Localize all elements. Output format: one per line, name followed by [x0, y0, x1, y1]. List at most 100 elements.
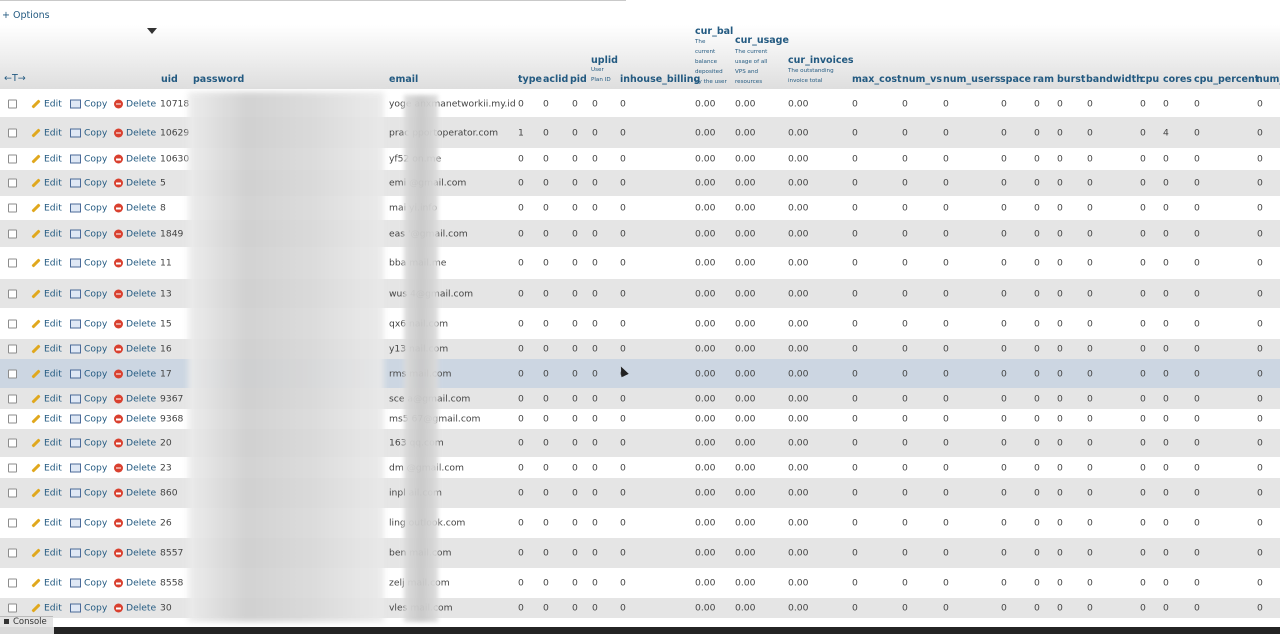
header-num-users[interactable]: num_users: [943, 74, 1001, 85]
header-bandwidth[interactable]: bandwidth: [1086, 74, 1143, 85]
edit-button[interactable]: Edit: [31, 344, 62, 355]
row-checkbox[interactable]: [8, 289, 17, 298]
row-checkbox[interactable]: [8, 258, 17, 268]
copy-button[interactable]: Copy: [70, 462, 107, 473]
row-checkbox[interactable]: [8, 99, 17, 108]
row-checkbox[interactable]: [8, 203, 17, 213]
delete-button[interactable]: Delete: [114, 414, 156, 425]
copy-button[interactable]: Copy: [70, 178, 107, 189]
delete-button[interactable]: Delete: [114, 288, 156, 299]
delete-button[interactable]: Delete: [114, 578, 156, 589]
edit-button[interactable]: Edit: [31, 318, 62, 329]
header-type[interactable]: type: [518, 74, 542, 85]
copy-button[interactable]: Copy: [70, 98, 107, 109]
delete-button[interactable]: Delete: [114, 603, 156, 614]
header-num-vs[interactable]: num_vs: [902, 74, 943, 85]
header-aclid[interactable]: aclid: [543, 74, 569, 85]
delete-button[interactable]: Delete: [114, 438, 156, 449]
header-cur-invoices[interactable]: cur_invoices: [788, 55, 854, 66]
edit-button[interactable]: Edit: [31, 288, 62, 299]
header-cpu[interactable]: cpu: [1140, 74, 1160, 85]
header-inhouse-billing[interactable]: inhouse_billing: [620, 74, 701, 85]
copy-button[interactable]: Copy: [70, 518, 107, 529]
sort-dropdown-arrow-icon[interactable]: [147, 28, 157, 34]
header-burst[interactable]: burst: [1057, 74, 1086, 85]
delete-button[interactable]: Delete: [114, 393, 156, 404]
delete-button[interactable]: Delete: [114, 178, 156, 189]
header-num-truncated[interactable]: num_: [1256, 74, 1280, 85]
copy-button[interactable]: Copy: [70, 578, 107, 589]
delete-button[interactable]: Delete: [114, 462, 156, 473]
edit-button[interactable]: Edit: [31, 548, 62, 559]
copy-button[interactable]: Copy: [70, 344, 107, 355]
row-checkbox[interactable]: [8, 394, 17, 403]
row-checkbox[interactable]: [8, 438, 17, 448]
edit-button[interactable]: Edit: [31, 603, 62, 614]
copy-button[interactable]: Copy: [70, 393, 107, 404]
header-max-cost[interactable]: max_cost: [852, 74, 902, 85]
row-checkbox[interactable]: [8, 463, 17, 472]
copy-button[interactable]: Copy: [70, 127, 107, 138]
row-checkbox[interactable]: [8, 488, 17, 498]
header-cur-usage[interactable]: cur_usage: [735, 35, 789, 46]
copy-button[interactable]: Copy: [70, 414, 107, 425]
delete-button[interactable]: Delete: [114, 127, 156, 138]
copy-button[interactable]: Copy: [70, 154, 107, 165]
edit-button[interactable]: Edit: [31, 438, 62, 449]
copy-button[interactable]: Copy: [70, 318, 107, 329]
console-tab[interactable]: Console: [0, 616, 53, 628]
edit-button[interactable]: Edit: [31, 393, 62, 404]
copy-button[interactable]: Copy: [70, 288, 107, 299]
edit-button[interactable]: Edit: [31, 203, 62, 214]
row-checkbox[interactable]: [8, 154, 17, 164]
copy-button[interactable]: Copy: [70, 368, 107, 379]
header-space[interactable]: space: [1000, 74, 1031, 85]
row-checkbox[interactable]: [8, 518, 17, 528]
delete-button[interactable]: Delete: [114, 98, 156, 109]
edit-button[interactable]: Edit: [31, 462, 62, 473]
row-checkbox[interactable]: [8, 178, 17, 188]
copy-button[interactable]: Copy: [70, 228, 107, 239]
delete-button[interactable]: Delete: [114, 154, 156, 165]
row-checkbox[interactable]: [8, 369, 17, 378]
row-checkbox[interactable]: [8, 229, 17, 238]
delete-button[interactable]: Delete: [114, 368, 156, 379]
copy-button[interactable]: Copy: [70, 488, 107, 499]
header-uplid[interactable]: uplid: [591, 55, 618, 66]
delete-button[interactable]: Delete: [114, 258, 156, 269]
delete-button[interactable]: Delete: [114, 548, 156, 559]
delete-button[interactable]: Delete: [114, 228, 156, 239]
edit-button[interactable]: Edit: [31, 127, 62, 138]
edit-button[interactable]: Edit: [31, 518, 62, 529]
row-checkbox[interactable]: [8, 603, 17, 613]
delete-button[interactable]: Delete: [114, 203, 156, 214]
row-checkbox[interactable]: [8, 344, 17, 354]
header-email[interactable]: email: [389, 74, 419, 85]
copy-button[interactable]: Copy: [70, 603, 107, 614]
edit-button[interactable]: Edit: [31, 488, 62, 499]
header-pid[interactable]: pid: [570, 74, 587, 85]
row-checkbox[interactable]: [8, 578, 17, 588]
row-checkbox[interactable]: [8, 128, 17, 137]
header-cur-bal[interactable]: cur_bal: [695, 26, 734, 37]
edit-button[interactable]: Edit: [31, 98, 62, 109]
header-ram[interactable]: ram: [1033, 74, 1054, 85]
copy-button[interactable]: Copy: [70, 258, 107, 269]
row-checkbox[interactable]: [8, 414, 17, 424]
edit-button[interactable]: Edit: [31, 178, 62, 189]
delete-button[interactable]: Delete: [114, 488, 156, 499]
column-resize-arrows-icon[interactable]: ←T→: [4, 73, 26, 84]
row-checkbox[interactable]: [8, 319, 17, 328]
header-password[interactable]: password: [193, 74, 245, 85]
header-cpu-percent[interactable]: cpu_percent: [1194, 74, 1260, 85]
edit-button[interactable]: Edit: [31, 414, 62, 425]
copy-button[interactable]: Copy: [70, 203, 107, 214]
row-checkbox[interactable]: [8, 548, 17, 558]
header-cores[interactable]: cores: [1163, 74, 1192, 85]
copy-button[interactable]: Copy: [70, 548, 107, 559]
delete-button[interactable]: Delete: [114, 518, 156, 529]
header-uid[interactable]: uid: [161, 74, 178, 85]
edit-button[interactable]: Edit: [31, 368, 62, 379]
delete-button[interactable]: Delete: [114, 318, 156, 329]
edit-button[interactable]: Edit: [31, 258, 62, 269]
